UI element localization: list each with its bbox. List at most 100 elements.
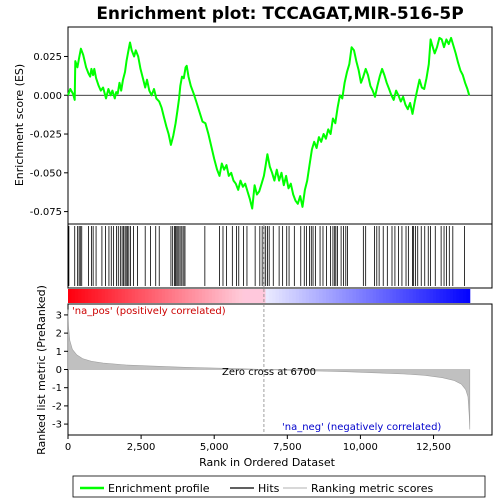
color-bar-segment [138, 289, 142, 303]
metric-y-ticks: 3 2 1 0 -1 -2 -3 [52, 310, 68, 430]
color-bar-segment [215, 289, 219, 303]
color-bar-segment [239, 289, 243, 303]
color-bar-segment [289, 289, 293, 303]
color-bar-segment [346, 289, 350, 303]
rank-color-bar [68, 289, 470, 303]
color-bar-segment [369, 289, 373, 303]
color-bar-segment [309, 289, 313, 303]
es-y-tick-label: -0.025 [30, 130, 62, 141]
color-bar-segment [252, 289, 256, 303]
color-bar-segment [155, 289, 159, 303]
es-y-tick-label: 0.000 [33, 91, 62, 102]
es-y-axis-label: Enrichment score (ES) [13, 64, 26, 186]
color-bar-segment [386, 289, 390, 303]
color-bar-segment [299, 289, 303, 303]
color-bar-segment [349, 289, 353, 303]
legend-metric-label: Ranking metric scores [311, 482, 433, 495]
metric-y-axis-label: Ranked list metric (PreRanked) [35, 285, 48, 455]
x-tick-label: 2,500 [127, 442, 156, 453]
es-y-tick-label: -0.075 [30, 207, 62, 218]
x-tick-label: 0 [65, 442, 71, 453]
color-bar-segment [108, 289, 112, 303]
color-bar-segment [209, 289, 213, 303]
color-bar-segment [329, 289, 333, 303]
color-bar-segment [399, 289, 403, 303]
color-bar-segment [393, 289, 397, 303]
color-bar-segment [403, 289, 407, 303]
metric-y-tick-label: 1 [56, 347, 62, 358]
color-bar-segment [306, 289, 310, 303]
color-bar-segment [105, 289, 109, 303]
chart-title: Enrichment plot: TCCAGAT,MIR-516-5P [96, 4, 463, 24]
metric-y-tick-label: 3 [56, 310, 62, 321]
color-bar-segment [172, 289, 176, 303]
color-bar-segment [326, 289, 330, 303]
color-bar-segment [389, 289, 393, 303]
color-bar-segment [132, 289, 136, 303]
color-bar-segment [222, 289, 226, 303]
x-tick-label: 12,500 [416, 442, 451, 453]
color-bar-segment [91, 289, 95, 303]
color-bar-segment [88, 289, 92, 303]
metric-y-tick-label: -2 [52, 401, 62, 412]
color-bar-segment [272, 289, 276, 303]
color-bar-segment [255, 289, 259, 303]
color-bar-segment [81, 289, 85, 303]
color-bar-segment [453, 289, 457, 303]
color-bar-segment [363, 289, 367, 303]
zero-cross-label: Zero cross at 6700 [222, 367, 316, 378]
color-bar-segment [68, 289, 72, 303]
color-bar-segment [199, 289, 203, 303]
color-bar-segment [148, 289, 152, 303]
color-bar-segment [232, 289, 236, 303]
color-bar-segment [158, 289, 162, 303]
color-bar-segment [279, 289, 283, 303]
color-bar-segment [460, 289, 464, 303]
color-bar-segment [379, 289, 383, 303]
color-bar-segment [446, 289, 450, 303]
color-bar-segment [312, 289, 316, 303]
color-bar-segment [410, 289, 414, 303]
color-bar-segment [219, 289, 223, 303]
color-bar-segment [413, 289, 417, 303]
color-bar-segment [426, 289, 430, 303]
color-bar-segment [443, 289, 447, 303]
color-bar-segment [185, 289, 189, 303]
color-bar-segment [175, 289, 179, 303]
color-bar-segment [115, 289, 119, 303]
x-axis-ticks: 0 2,500 5,000 7,500 10,000 12,500 [65, 435, 451, 453]
color-bar-segment [366, 289, 370, 303]
color-bar-segment [302, 289, 306, 303]
color-bar-segment [322, 289, 326, 303]
color-bar-segment [286, 289, 290, 303]
color-bar-segment [212, 289, 216, 303]
color-bar-segment [195, 289, 199, 303]
color-bar-segment [396, 289, 400, 303]
x-tick-label: 10,000 [343, 442, 378, 453]
color-bar-segment [282, 289, 286, 303]
color-bar-segment [95, 289, 99, 303]
x-tick-label: 7,500 [273, 442, 302, 453]
x-axis-label: Rank in Ordered Dataset [199, 456, 336, 469]
metric-y-tick-label: -3 [52, 420, 62, 431]
color-bar-segment [205, 289, 209, 303]
es-y-tick-label: -0.050 [30, 168, 62, 179]
color-bar-segment [316, 289, 320, 303]
color-bar-segment [319, 289, 323, 303]
color-bar-segment [376, 289, 380, 303]
color-bar-segment [259, 289, 263, 303]
x-tick-label: 5,000 [200, 442, 229, 453]
metric-y-tick-label: 2 [56, 329, 62, 340]
color-bar-segment [450, 289, 454, 303]
color-bar-segment [78, 289, 82, 303]
color-bar-segment [101, 289, 105, 303]
color-bar-segment [353, 289, 357, 303]
color-bar-segment [235, 289, 239, 303]
color-bar-segment [339, 289, 343, 303]
color-bar-segment [122, 289, 126, 303]
color-bar-segment [202, 289, 206, 303]
color-bar-segment [406, 289, 410, 303]
color-bar-segment [189, 289, 193, 303]
color-bar-segment [292, 289, 296, 303]
